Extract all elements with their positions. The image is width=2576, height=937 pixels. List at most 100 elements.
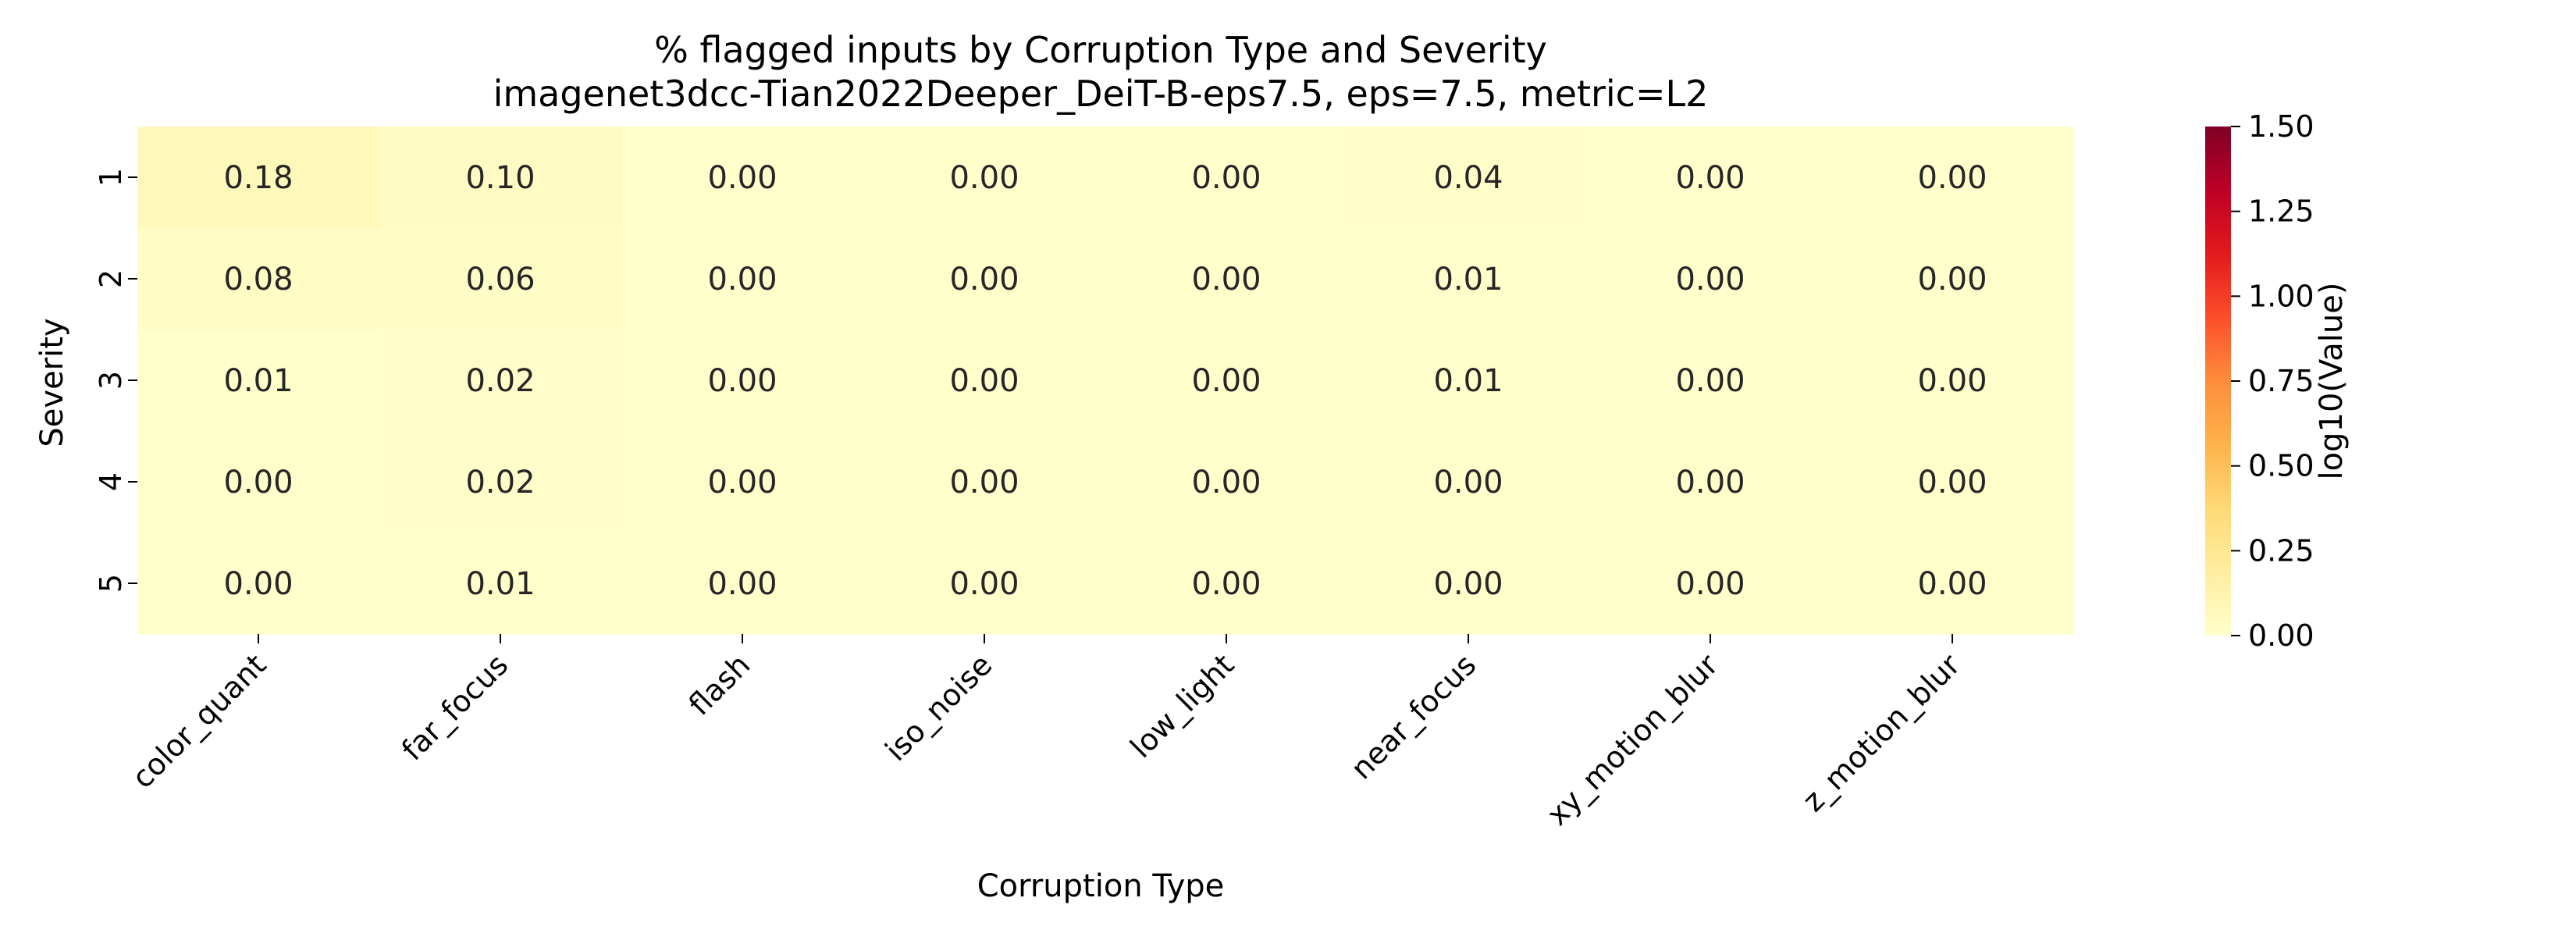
heatmap-cell [621,228,864,330]
heatmap-cell [137,126,380,229]
cell-value-label: 0.08 [223,262,293,297]
cell-value-label: 0.00 [1917,262,1987,297]
heatmap-cell [1831,126,2074,229]
x-tick-label: far_focus [395,647,514,767]
chart-title: % flagged inputs by Corruption Type and … [654,29,1547,71]
heatmap-cell [1105,330,1348,432]
heatmap-cell [863,431,1106,533]
colorbar-tick-label: 0.75 [2248,364,2314,398]
colorbar-tick-label: 1.00 [2248,279,2314,313]
cell-value-label: 0.01 [223,363,293,399]
heatmap-cell [1589,533,1832,635]
heatmap-cell [379,228,622,330]
cell-value-label: 0.00 [1675,465,1745,501]
heatmap-cell [1347,228,1590,330]
heatmap-cell [1589,431,1832,533]
heatmap-cell [1347,126,1590,229]
heatmap-cell-labels: 0.18 0.10 0.00 0.00 0.00 0.04 0.00 0.00 0.08 0.06… [223,160,1987,602]
cell-value-label: 0.00 [223,566,293,602]
x-tick-label: color_quant [126,647,273,795]
cell-value-label: 0.00 [1191,262,1261,297]
heatmap-cell [379,431,622,533]
heatmap-cell [1347,330,1590,432]
heatmap-cell [1589,228,1832,330]
chart-subtitle: imagenet3dcc-Tian2022Deeper_DeiT-B-eps7.… [493,73,1709,115]
heatmap-cell [863,126,1106,229]
cell-value-label: 0.01 [1433,363,1503,399]
heatmap-cell [1831,228,2074,330]
heatmap-cell [1589,126,1832,229]
colorbar-tick-label: 0.00 [2248,618,2314,653]
cell-value-label: 0.00 [1917,566,1987,602]
cell-value-label: 0.00 [1675,363,1745,399]
y-tick-label: 3 [94,371,128,390]
heatmap-cell [137,533,380,635]
y-axis-label: Severity [34,318,70,447]
y-tick-label: 4 [94,472,128,491]
colorbar-ticks: 0.00 0.25 0.50 0.75 1.00 1.25 1.50 [2231,109,2314,653]
cell-value-label: 0.00 [1675,566,1745,602]
heatmap-cell [1831,533,2074,635]
x-tick-label: near_focus [1344,647,1482,786]
cell-value-label: 0.00 [707,160,777,196]
cell-value-label: 0.00 [1433,566,1503,602]
cell-value-label: 0.00 [1675,262,1745,297]
heatmap-cell [1347,431,1590,533]
heatmap-cell [863,330,1106,432]
cell-value-label: 0.10 [465,160,535,196]
heatmap-cell [621,431,864,533]
colorbar-tick-label: 1.25 [2248,194,2314,229]
cell-value-label: 0.06 [465,262,535,297]
cell-value-label: 0.00 [223,465,293,501]
cell-value-label: 0.00 [949,160,1019,196]
cell-value-label: 0.00 [1191,363,1261,399]
cell-value-label: 0.00 [1191,566,1261,602]
cell-value-label: 0.00 [1191,465,1261,501]
heatmap-cell [379,533,622,635]
heatmap-cell [1831,330,2074,432]
cell-value-label: 0.18 [223,160,293,196]
heatmap-cell [1347,533,1590,635]
colorbar-tick-label: 0.50 [2248,449,2314,483]
x-axis-label: Corruption Type [977,868,1225,904]
cell-value-label: 0.00 [707,566,777,602]
cell-value-label: 0.00 [707,363,777,399]
heatmap-cells [137,126,2074,635]
heatmap-cell [1105,431,1348,533]
heatmap-cell [379,330,622,432]
cell-value-label: 0.00 [1675,160,1745,196]
y-tick-label: 2 [94,269,128,288]
cell-value-label: 0.02 [465,465,535,501]
heatmap-cell [379,126,622,229]
y-axis-ticks: 1 2 3 4 5 [94,168,137,593]
cell-value-label: 0.00 [1917,363,1987,399]
heatmap-cell [1105,533,1348,635]
x-tick-label: iso_noise [878,647,998,768]
y-tick-label: 5 [94,574,128,593]
x-tick-label: low_light [1123,647,1240,764]
cell-value-label: 0.00 [1917,160,1987,196]
colorbar-tick-label: 1.50 [2248,109,2314,144]
cell-value-label: 0.04 [1433,160,1503,196]
cell-value-label: 0.01 [1433,262,1503,297]
y-tick-label: 1 [94,168,128,187]
cell-value-label: 0.00 [1917,465,1987,501]
heatmap-cell [621,126,864,229]
colorbar-label: log10(Value) [2314,283,2350,480]
heatmap-cell [621,330,864,432]
cell-value-label: 0.01 [465,566,535,602]
x-axis-ticks: color_quant far_focus flash iso_noise low_li… [126,634,1967,832]
heatmap-cell [137,330,380,432]
heatmap-cell [1831,431,2074,533]
heatmap-cell [137,228,380,330]
cell-value-label: 0.00 [707,262,777,297]
x-tick-label: flash [682,647,757,722]
heatmap-cell [863,533,1106,635]
heatmap-cell [1589,330,1832,432]
cell-value-label: 0.02 [465,363,535,399]
cell-value-label: 0.00 [949,363,1019,399]
heatmap-cell [137,431,380,533]
heatmap-cell [621,533,864,635]
cell-value-label: 0.00 [949,566,1019,602]
